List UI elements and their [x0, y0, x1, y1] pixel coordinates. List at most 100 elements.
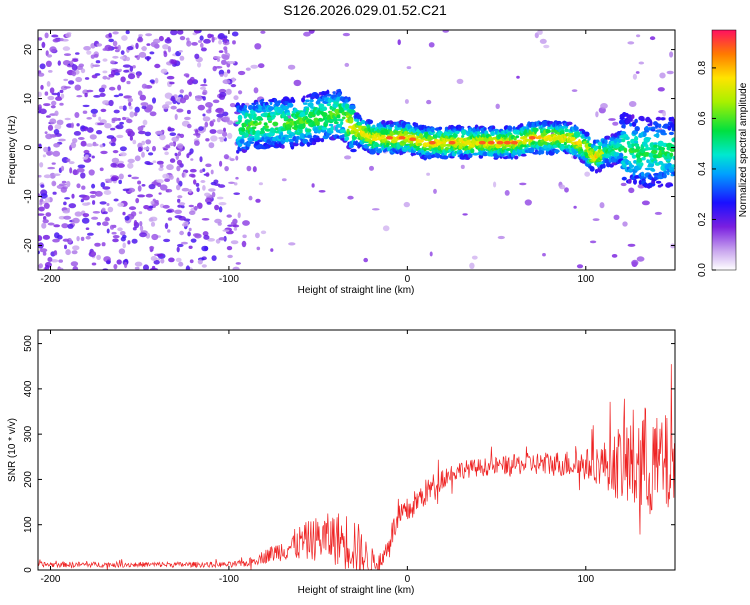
spectrogram-signal-cell — [337, 92, 342, 97]
spectrogram-noise-cell — [460, 164, 465, 169]
spectrogram-signal-cell — [643, 152, 651, 157]
spectrogram-signal-cell — [307, 134, 313, 139]
spectrogram-noise-cell — [67, 223, 74, 229]
spectrogram-noise-cell — [100, 108, 107, 113]
spectrogram-noise-cell — [223, 127, 226, 133]
spectrogram-noise-cell — [207, 238, 216, 242]
figure-title: S126.2026.029.01.52.C21 — [283, 2, 447, 18]
spectrogram-noise-cell — [181, 172, 185, 178]
spectrogram-noise-cell — [123, 261, 128, 269]
spectrogram-noise-cell — [208, 142, 215, 149]
spectrogram-noise-cell — [126, 80, 131, 85]
spectrogram-noise-cell — [115, 124, 124, 130]
spectrogram-noise-cell — [210, 135, 218, 142]
spectrogram-noise-cell — [214, 218, 222, 224]
spectrogram-noise-cell — [138, 130, 146, 135]
spectrogram-signal-cell — [302, 95, 306, 99]
spectrogram-noise-cell — [188, 189, 192, 194]
spectrogram-signal-cell — [252, 129, 256, 135]
spectrogram-signal-cell — [671, 164, 675, 168]
spectrogram-noise-cell — [141, 151, 145, 158]
spectrogram-noise-cell — [177, 204, 183, 208]
spectrogram-noise-cell — [91, 155, 95, 159]
spectrogram-noise-cell — [178, 50, 183, 53]
x-tick-label: 100 — [577, 574, 594, 585]
spectrogram-noise-cell — [174, 215, 183, 219]
spectrogram-noise-cell — [68, 161, 75, 165]
spectrogram-noise-cell — [654, 211, 663, 215]
spectrogram-noise-cell — [76, 123, 80, 127]
spectrogram-noise-cell — [64, 117, 71, 121]
spectrogram-noise-cell — [82, 213, 90, 218]
spectrogram-noise-cell — [127, 187, 136, 193]
spectrogram-noise-cell — [201, 218, 210, 221]
spectrogram-signal-cell — [651, 149, 658, 154]
spectrogram-signal-cell — [507, 125, 513, 131]
spectrogram-noise-cell — [75, 52, 80, 55]
spectrogram-noise-cell — [199, 156, 203, 163]
colorbar-label: Normalized spectral amplitude — [738, 82, 749, 217]
spectrogram-noise-cell — [205, 163, 212, 168]
spectrogram-noise-cell — [110, 162, 117, 168]
spectrogram-noise-cell — [218, 202, 227, 206]
spectrogram-signal-cell — [264, 125, 269, 129]
spectrogram-noise-cell — [209, 120, 214, 127]
spectrogram-noise-cell — [158, 35, 164, 42]
spectrogram-noise-cell — [72, 138, 78, 144]
spectrogram-signal-cell — [564, 128, 569, 133]
spectrogram-noise-cell — [197, 104, 205, 111]
spectrogram-noise-cell — [126, 118, 133, 124]
spectrogram-noise-cell — [127, 174, 132, 178]
spectrogram-noise-cell — [584, 171, 591, 177]
spectrogram-signal-cell — [244, 112, 248, 118]
spectrogram-noise-cell — [162, 173, 170, 179]
spectrogram-noise-cell — [62, 46, 71, 51]
spectrogram-signal-cell — [641, 157, 646, 161]
spectrogram-noise-cell — [102, 75, 108, 80]
spectrogram-signal-cell — [386, 142, 390, 148]
spectrogram-signal-cell — [631, 114, 635, 119]
spectrogram-signal-cell — [501, 143, 506, 147]
spectrogram-noise-cell — [52, 150, 61, 157]
spectrogram-noise-cell — [193, 206, 199, 209]
spectrogram-noise-cell — [175, 135, 180, 139]
spectrogram-noise-cell — [179, 89, 184, 94]
spectrogram-noise-cell — [111, 231, 117, 235]
spectrogram-signal-cell — [629, 122, 633, 127]
spectrogram-signal-cell — [660, 183, 664, 187]
spectrogram-noise-cell — [96, 222, 102, 226]
spectrogram-signal-cell — [672, 171, 675, 177]
spectrogram-noise-cell — [134, 266, 140, 270]
spectrogram-noise-cell — [177, 195, 183, 199]
x-tick-label: -200 — [40, 274, 60, 285]
colorbar-tick-label: 0.0 — [697, 263, 708, 277]
spectrogram-noise-cell — [44, 197, 51, 203]
spectrogram-signal-cell — [483, 127, 487, 131]
spectrogram-noise-cell — [105, 260, 111, 265]
spectrogram-noise-cell — [91, 262, 97, 266]
spectrogram-noise-cell — [58, 215, 66, 220]
spectrogram-noise-cell — [95, 60, 101, 64]
spectrogram-noise-cell — [143, 264, 149, 270]
spectrogram-signal-cell — [660, 146, 664, 151]
spectrogram-noise-cell — [74, 211, 83, 217]
spectrogram-noise-cell — [72, 58, 79, 63]
spectrogram-noise-cell — [96, 43, 103, 47]
spectrogram-noise-cell — [589, 240, 597, 244]
spectrogram-signal-cell — [502, 146, 507, 150]
spectrogram-noise-cell — [65, 249, 71, 256]
spectrogram-noise-cell — [47, 146, 51, 152]
snr-y-ticks: 500 400 300 200 100 0 — [23, 335, 675, 573]
spectrogram-noise-cell — [152, 160, 157, 163]
spectrogram-signal-cell — [339, 129, 346, 134]
spectrogram-noise-cell — [233, 227, 238, 231]
spectrogram-signal-cell — [264, 136, 271, 140]
spectrogram-signal-cell — [537, 135, 542, 140]
spectrogram-noise-cell — [139, 94, 146, 101]
y-tick-label: 500 — [23, 335, 34, 352]
spectrogram-signal-cell — [433, 134, 438, 139]
spectrogram-signal-cell — [309, 99, 314, 103]
spectrogram-noise-cell — [38, 37, 43, 41]
spectrogram-noise-cell — [193, 179, 197, 185]
